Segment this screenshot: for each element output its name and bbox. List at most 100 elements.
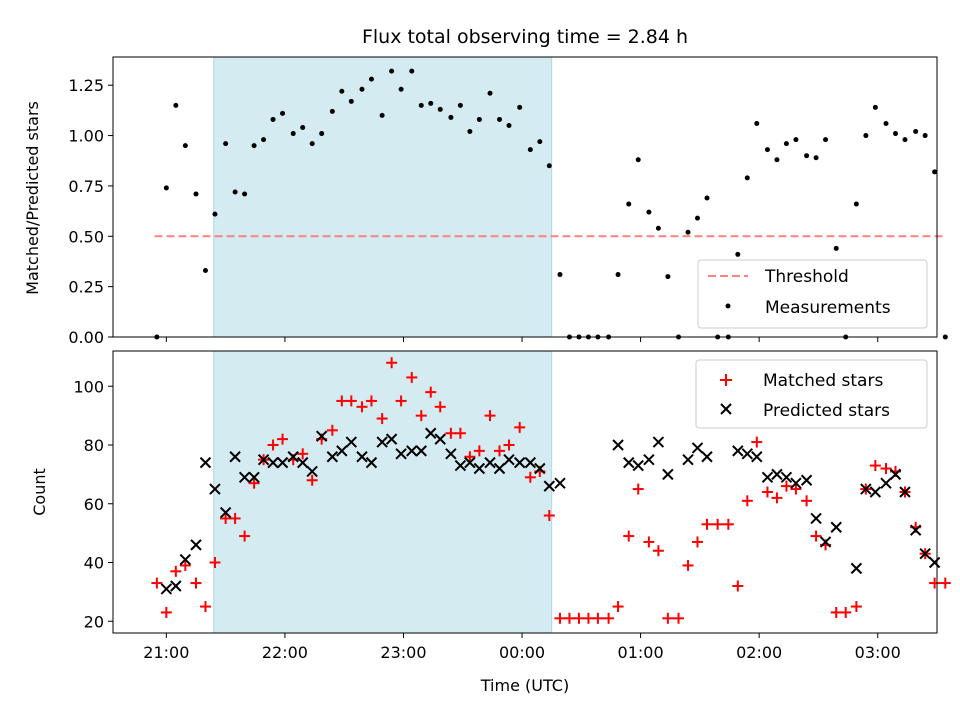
measurements-point <box>223 141 229 147</box>
ratio-plot-area: 0.00 0.25 0.50 0.75 1.00 1.25 <box>68 56 948 347</box>
matched-stars-point <box>603 612 615 624</box>
predicted-stars-point <box>771 468 783 481</box>
matched-stars-point <box>248 477 260 489</box>
predicted-stars-point <box>612 439 624 451</box>
measurements-point <box>467 129 473 135</box>
predicted-stars-point <box>345 436 358 448</box>
time-x-axis-label: Time (UTC) <box>480 676 569 695</box>
measurements-point <box>883 120 889 126</box>
matched-stars-point <box>692 536 704 548</box>
matched-stars-point <box>554 612 566 624</box>
predicted-stars-point <box>356 451 368 463</box>
predicted-stars-point <box>652 436 665 448</box>
measurements-point <box>251 143 257 149</box>
predicted-legend-label: Predicted stars <box>763 401 890 421</box>
matched-stars-point <box>612 601 624 613</box>
ratio-legend: Threshold Measurements <box>697 259 928 329</box>
matched-stars-point <box>880 463 892 474</box>
predicted-stars-point <box>326 451 339 463</box>
predicted-stars-point <box>860 483 872 495</box>
measurements-point <box>744 175 750 181</box>
matched-stars-point <box>524 471 536 483</box>
measurements-point <box>774 157 780 163</box>
predicted-stars-point <box>179 553 192 566</box>
predicted-stars-point <box>761 471 774 484</box>
predicted-stars-point <box>780 471 793 484</box>
measurements-point <box>685 229 691 235</box>
measurements-point <box>418 102 424 108</box>
predicted-stars-point <box>229 451 241 463</box>
matched-stars-point <box>632 483 644 495</box>
measurements-point <box>398 86 404 92</box>
predicted-stars-point <box>701 451 713 463</box>
measurements-point <box>212 211 218 217</box>
matched-stars-point <box>543 510 555 521</box>
count-y-tick-label: 100 <box>73 377 104 396</box>
measurements-point <box>242 191 248 197</box>
predicted-stars-point <box>306 465 318 478</box>
matched-stars-point <box>673 612 685 624</box>
measurements-point <box>626 201 632 207</box>
measurements-point <box>359 86 365 92</box>
measurements-point <box>823 137 829 143</box>
predicted-stars-point <box>434 433 446 445</box>
measurements-point <box>270 116 276 122</box>
measurements-point <box>232 189 238 195</box>
matched-stars-point <box>732 580 744 592</box>
measurements-point <box>487 90 493 96</box>
measurements-point <box>764 147 770 153</box>
matched-stars-point <box>771 492 783 504</box>
ratio-panel: Flux total observing time = 2.84 h 0.000… <box>23 26 948 347</box>
predicted-stars-point <box>385 433 398 445</box>
measurements-point <box>497 116 503 122</box>
matched-stars-point <box>939 577 951 589</box>
measurements-point <box>932 169 938 175</box>
time-x-tick-label: 01:00 <box>618 643 664 662</box>
predicted-stars-point <box>850 562 863 575</box>
predicted-stars-point <box>810 512 822 525</box>
predicted-stars-point <box>800 474 813 486</box>
count-y-tick-label: 20 <box>84 612 104 631</box>
count-plot-area: 20 40 60 80 100 21:00 22:00 23:00 00:00 01:00 02:0… <box>73 350 951 662</box>
measurements-point <box>902 137 908 143</box>
matched-stars-point <box>850 601 862 613</box>
matched-legend-swatch <box>720 374 732 386</box>
ratio-y-tick-label: 0.25 <box>68 278 104 297</box>
predicted-stars-point <box>464 456 476 469</box>
predicted-stars-point <box>691 442 704 454</box>
matched-stars-point <box>810 530 822 542</box>
measurements-point <box>300 125 306 131</box>
matched-stars-point <box>712 518 724 530</box>
predicted-stars-point <box>190 539 202 551</box>
matched-stars-point <box>741 495 753 507</box>
measurements-point <box>783 141 789 147</box>
matched-stars-point <box>306 474 318 486</box>
predicted-stars-point <box>296 456 309 469</box>
predicted-stars-point <box>160 583 173 595</box>
predicted-stars-point <box>493 462 506 475</box>
matched-stars-point <box>662 612 674 624</box>
matched-stars-point <box>151 577 163 589</box>
measurements-point <box>368 76 374 82</box>
measurements-point <box>527 147 533 153</box>
measurements-point <box>329 108 335 114</box>
predicted-stars-point <box>484 456 496 469</box>
measurements-point <box>202 268 208 274</box>
measurements-legend-swatch <box>725 303 731 309</box>
ratio-axes-frame <box>112 56 938 338</box>
matched-stars-point <box>682 559 694 571</box>
predicted-stars-point <box>199 456 212 469</box>
predicted-stars-point <box>741 448 754 460</box>
matched-stars-point <box>869 460 881 472</box>
measurements-point <box>833 245 839 251</box>
matched-stars-point <box>415 410 427 422</box>
predicted-stars-point <box>632 459 644 472</box>
predicted-stars-point <box>819 536 832 548</box>
time-x-tick-label: 22:00 <box>262 643 308 662</box>
matched-legend-label: Matched stars <box>763 371 883 391</box>
count-y-tick-label: 40 <box>84 554 104 573</box>
count-panel: 20 40 60 80 100 21:00 22:00 23:00 00:00 01:00 02:0… <box>30 350 951 695</box>
matched-stars-point <box>220 512 232 524</box>
ratio-y-tick-label: 1.00 <box>68 127 104 146</box>
measurements-point <box>339 88 345 94</box>
